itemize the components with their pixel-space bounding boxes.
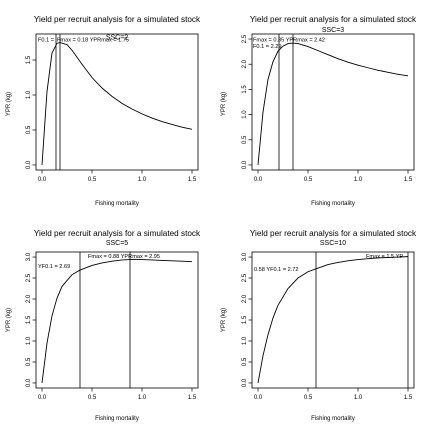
x-tick-label: 1.0 bbox=[354, 395, 363, 401]
y-tick-label: 2.0 bbox=[242, 294, 248, 303]
y-tick-label: 0.5 bbox=[26, 125, 32, 134]
y-axis-label: YPR (kg) bbox=[221, 92, 227, 116]
annotation-fmax: Fmax = 0.18 YPRmax = 1.75 bbox=[57, 38, 129, 44]
y-tick-label: 2.0 bbox=[242, 59, 248, 68]
annotation-f01: YF0.1 = 2.69 bbox=[38, 264, 70, 270]
panel-ssc3: Yield per recruit analysis for a simulat… bbox=[221, 15, 417, 207]
y-tick-label: 0.0 bbox=[242, 378, 248, 387]
y-tick-label: 2.5 bbox=[26, 273, 32, 282]
x-axis-label: Fishing mortality bbox=[311, 416, 355, 422]
y-axis-label: YPR (kg) bbox=[221, 308, 227, 332]
y-tick-label: 0.0 bbox=[26, 160, 32, 169]
plot-frame bbox=[251, 33, 415, 171]
y-tick-label: 2.0 bbox=[26, 294, 32, 303]
panel-subtitle: SSC=5 bbox=[106, 240, 128, 247]
panel-subtitle: SSC=2 bbox=[106, 35, 128, 42]
x-tick-label: 0.5 bbox=[88, 395, 97, 401]
annotation-f01: F0.1 = 2.29 bbox=[253, 44, 281, 50]
panel-ssc2: Yield per recruit analysis for a simulat… bbox=[6, 15, 201, 207]
panel-title: Yield per recruit analysis for a simulat… bbox=[250, 229, 417, 238]
x-tick-label: 0.0 bbox=[254, 395, 263, 401]
x-tick-label: 0.0 bbox=[38, 395, 47, 401]
x-tick-label: 0.5 bbox=[88, 177, 97, 183]
y-tick-label: 1.5 bbox=[242, 315, 248, 324]
ypr-curve bbox=[41, 259, 193, 384]
ypr-curve bbox=[257, 42, 409, 166]
annotation-fmax: Fmax = 0.88 YPRmax = 2.95 bbox=[88, 254, 160, 260]
y-tick-label: 0.5 bbox=[242, 357, 248, 366]
y-tick-label: 3.0 bbox=[242, 252, 248, 261]
ypr-curve bbox=[257, 256, 409, 384]
y-tick-label: 1.5 bbox=[242, 85, 248, 94]
plot-frame bbox=[35, 33, 199, 171]
x-tick-label: 1.5 bbox=[188, 177, 197, 183]
panel-title: Yield per recruit analysis for a simulat… bbox=[250, 15, 417, 24]
annotation-fmax: Fmax = 0.35 YPRmax = 2.42 bbox=[253, 38, 325, 44]
y-tick-label: 1.0 bbox=[26, 90, 32, 99]
y-tick-label: 0.5 bbox=[26, 357, 32, 366]
panel-subtitle: SSC=10 bbox=[320, 240, 346, 247]
y-axis-label: YPR (kg) bbox=[6, 308, 12, 332]
x-tick-label: 1.0 bbox=[138, 177, 147, 183]
y-tick-label: 1.0 bbox=[242, 110, 248, 119]
y-tick-label: 0.5 bbox=[242, 135, 248, 144]
x-tick-label: 1.5 bbox=[404, 395, 413, 401]
panel-title: Yield per recruit analysis for a simulat… bbox=[34, 229, 201, 238]
panel-title: Yield per recruit analysis for a simulat… bbox=[34, 15, 201, 24]
y-tick-label: 1.5 bbox=[26, 55, 32, 64]
x-tick-label: 0.0 bbox=[254, 177, 263, 183]
y-axis-label: YPR (kg) bbox=[6, 92, 12, 116]
annotation-f01: F0.1 = bbox=[38, 38, 54, 44]
x-tick-label: 0.5 bbox=[304, 177, 313, 183]
x-tick-label: 0.5 bbox=[304, 395, 313, 401]
y-tick-label: 1.5 bbox=[26, 315, 32, 324]
y-tick-label: 2.5 bbox=[242, 34, 248, 43]
x-tick-label: 0.0 bbox=[38, 177, 47, 183]
x-axis-label: Fishing mortality bbox=[95, 201, 139, 207]
panel-subtitle: SSC=3 bbox=[322, 27, 344, 34]
annotation-f01: 0.58 YF0.1 = 2.72 bbox=[254, 267, 299, 273]
y-tick-label: 1.0 bbox=[242, 336, 248, 345]
panel-ssc5: Yield per recruit analysis for a simulat… bbox=[6, 229, 201, 422]
ypr-curve bbox=[41, 42, 193, 165]
y-tick-label: 0.0 bbox=[242, 160, 248, 169]
annotation-fmax: Fmax = 1.5 YP bbox=[366, 254, 403, 260]
y-tick-label: 0.0 bbox=[26, 378, 32, 387]
y-tick-label: 2.5 bbox=[242, 273, 248, 282]
x-axis-label: Fishing mortality bbox=[95, 416, 139, 422]
y-tick-label: 1.0 bbox=[26, 336, 32, 345]
panel-ssc10: Yield per recruit analysis for a simulat… bbox=[221, 229, 417, 422]
x-tick-label: 1.5 bbox=[188, 395, 197, 401]
x-tick-label: 1.5 bbox=[404, 177, 413, 183]
y-tick-label: 3.0 bbox=[26, 252, 32, 261]
x-axis-label: Fishing mortality bbox=[311, 201, 355, 207]
x-tick-label: 1.0 bbox=[138, 395, 147, 401]
x-tick-label: 1.0 bbox=[354, 177, 363, 183]
